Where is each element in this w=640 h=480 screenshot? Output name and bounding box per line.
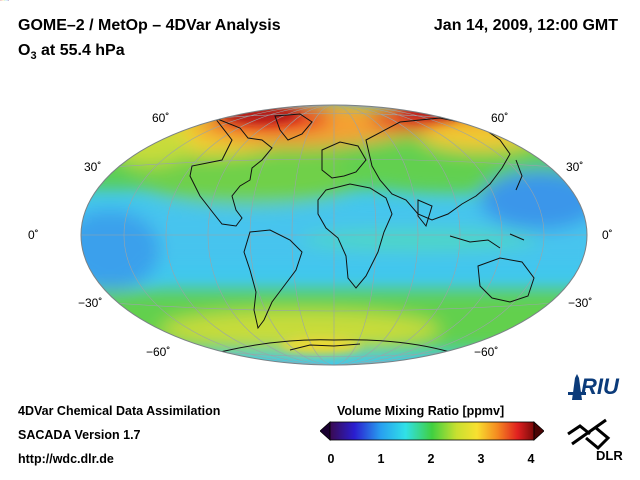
subtitle-species: O <box>18 42 31 59</box>
dlr-logo: DLR <box>564 414 623 463</box>
dlr-emblem-icon <box>567 418 611 451</box>
graticule <box>81 105 587 365</box>
colorbar-tick-1: 1 <box>377 452 385 466</box>
colorbar-tick-2: 2 <box>427 452 435 466</box>
riu-tower-icon <box>568 374 586 400</box>
colorbar-tick-4: 4 <box>527 452 535 466</box>
footer-method: 4DVar Chemical Data Assimilation <box>18 404 221 418</box>
lat-label-30n-right: 30˚ <box>566 160 584 174</box>
analysis-date: Jan 14, 2009, 12:00 GMT <box>433 17 618 34</box>
colour-scale-markers <box>0 0 10 2</box>
lat-label-60n-right: 60˚ <box>491 111 509 125</box>
colorbar-title: Volume Mixing Ratio [ppmv] <box>337 404 505 418</box>
map-title: GOME–2 / MetOp – 4DVar Analysis <box>18 17 281 34</box>
riu-logo-text: RIU <box>581 374 619 399</box>
dlr-logo-text: DLR <box>596 448 623 463</box>
colorbar <box>320 421 544 441</box>
subtitle-subscript: 3 <box>30 50 37 63</box>
subtitle-level: at 55.4 hPa <box>36 42 125 59</box>
map-border <box>80 104 588 366</box>
coastlines <box>189 113 535 353</box>
lat-label-60s-right: −60˚ <box>474 345 499 359</box>
lat-label-30s-right: −30˚ <box>568 296 593 310</box>
colorbar-tick-0: 0 <box>327 452 335 466</box>
colorbar-tick-3: 3 <box>477 452 485 466</box>
ozone-map <box>0 0 588 366</box>
lat-label-30n-left: 30˚ <box>84 160 102 174</box>
lat-label-60s-left: −60˚ <box>146 345 171 359</box>
footer-url[interactable]: http://wdc.dlr.de <box>18 452 114 466</box>
map-subtitle: O3 at 55.4 hPa <box>18 42 125 62</box>
lat-label-0-right: 0˚ <box>602 228 613 242</box>
footer-version: SACADA Version 1.7 <box>18 428 141 442</box>
scale-marker-purple <box>7 0 10 2</box>
lat-label-0-left: 0˚ <box>28 228 39 242</box>
lat-label-30s-left: −30˚ <box>78 296 103 310</box>
lat-label-60n-left: 60˚ <box>152 111 170 125</box>
